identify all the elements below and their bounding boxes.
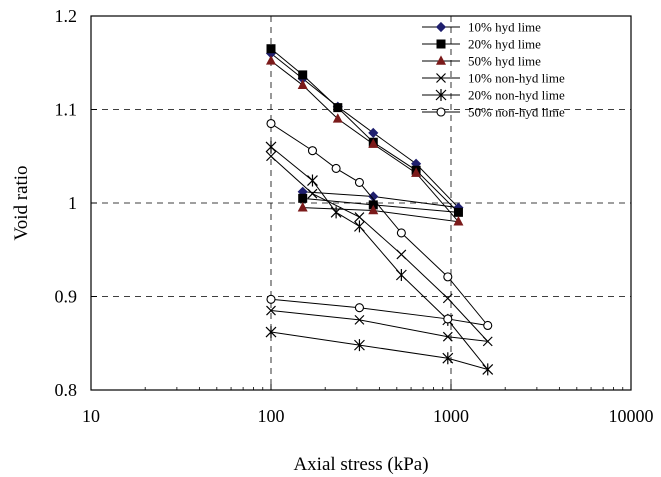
legend-marker bbox=[436, 107, 446, 117]
data-point bbox=[265, 140, 277, 153]
data-point bbox=[266, 305, 276, 316]
legend-label: 50% non-hyd lime bbox=[468, 105, 565, 120]
data-point bbox=[332, 113, 343, 123]
data-point bbox=[297, 202, 308, 212]
series-3 bbox=[266, 55, 464, 226]
y-tick-label: 1.1 bbox=[55, 100, 78, 120]
data-point bbox=[354, 314, 365, 325]
legend-marker bbox=[436, 73, 446, 83]
y-tick-label: 1.2 bbox=[55, 6, 78, 26]
data-point bbox=[297, 79, 308, 89]
data-point bbox=[307, 188, 318, 199]
series-line bbox=[270, 48, 460, 213]
data-point bbox=[482, 336, 493, 347]
data-point bbox=[396, 249, 407, 260]
data-point bbox=[307, 174, 318, 187]
x-tick-label: 100 bbox=[258, 406, 285, 426]
series-line bbox=[270, 53, 460, 209]
data-point bbox=[354, 303, 364, 313]
series-layer bbox=[265, 44, 494, 376]
legend: 10% hyd lime 20% hyd lime 50% hyd lime 10% … bbox=[422, 20, 565, 120]
series-line bbox=[270, 60, 460, 223]
legend-item: 20% non-hyd lime bbox=[422, 88, 565, 103]
data-point bbox=[330, 206, 342, 219]
series-5 bbox=[265, 140, 494, 376]
data-point bbox=[453, 216, 464, 226]
legend-item: 50% non-hyd lime bbox=[422, 105, 565, 120]
data-point bbox=[266, 294, 276, 304]
data-point bbox=[396, 228, 406, 238]
data-point bbox=[354, 220, 365, 233]
x-tick-label: 1000 bbox=[433, 406, 469, 426]
data-point bbox=[307, 146, 318, 156]
legend-marker bbox=[436, 55, 446, 65]
data-point bbox=[266, 55, 276, 65]
y-tick-label: 1 bbox=[68, 193, 77, 213]
series-6 bbox=[266, 118, 493, 331]
y-tick-label: 0.9 bbox=[55, 287, 78, 307]
data-point bbox=[266, 151, 276, 162]
data-point bbox=[442, 331, 453, 342]
legend-item: 10% non-hyd lime bbox=[422, 71, 565, 86]
data-point bbox=[368, 127, 379, 138]
x-tick-label: 10000 bbox=[609, 406, 654, 426]
legend-label: 10% hyd lime bbox=[468, 20, 541, 35]
legend-label: 50% hyd lime bbox=[468, 54, 541, 69]
x-axis-title: Axial stress (kPa) bbox=[293, 454, 428, 475]
y-tick-label: 0.8 bbox=[55, 380, 78, 400]
data-point bbox=[265, 326, 277, 339]
data-point bbox=[266, 44, 276, 54]
data-point bbox=[411, 167, 422, 177]
data-point bbox=[354, 177, 364, 187]
data-point bbox=[331, 163, 341, 173]
series-2 bbox=[266, 44, 463, 217]
data-point bbox=[482, 363, 494, 376]
data-point bbox=[443, 314, 453, 324]
series-line bbox=[270, 123, 489, 327]
data-point bbox=[443, 272, 453, 282]
legend-item: 20% hyd lime bbox=[422, 37, 541, 52]
data-point bbox=[298, 193, 308, 203]
data-point bbox=[333, 103, 343, 113]
legend-marker bbox=[435, 21, 447, 33]
legend-item: 50% hyd lime bbox=[422, 54, 541, 69]
data-point bbox=[368, 204, 379, 215]
x-tick-label: 10 bbox=[82, 406, 100, 426]
series-line bbox=[270, 146, 490, 371]
data-point bbox=[368, 138, 379, 148]
data-point bbox=[483, 320, 493, 331]
data-point bbox=[354, 339, 365, 352]
y-axis-title: Void ratio bbox=[11, 165, 32, 240]
legend-marker bbox=[435, 89, 447, 101]
data-point bbox=[442, 352, 454, 365]
data-point bbox=[354, 212, 365, 222]
tick-layer: 10 100 1000 10000 0.8 0.9 1 1.1 1.2 bbox=[55, 6, 654, 426]
legend-label: 20% non-hyd lime bbox=[468, 88, 565, 103]
legend-label: 10% non-hyd lime bbox=[468, 71, 565, 86]
legend-item: 10% hyd lime bbox=[422, 20, 541, 35]
legend-label: 20% hyd lime bbox=[468, 37, 541, 52]
data-point bbox=[298, 70, 308, 80]
legend-marker bbox=[436, 39, 446, 49]
data-point bbox=[442, 293, 453, 304]
data-point bbox=[395, 268, 407, 281]
data-point bbox=[266, 118, 276, 129]
data-point bbox=[453, 207, 463, 217]
